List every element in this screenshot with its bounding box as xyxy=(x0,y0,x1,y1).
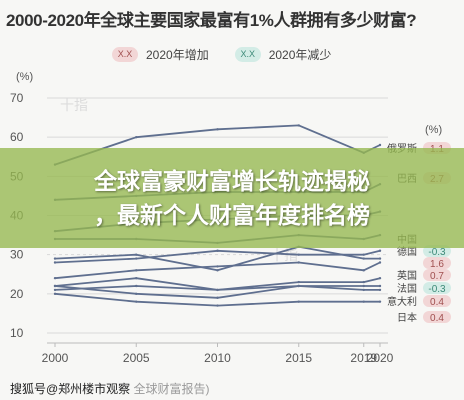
x-tick-label-2015: 2015 xyxy=(285,351,312,365)
series-line-4 xyxy=(54,249,381,264)
series-9-point-4 xyxy=(362,288,365,292)
change-badge-6 xyxy=(423,257,451,269)
series-5-point-4 xyxy=(362,257,365,260)
series-6-point-4 xyxy=(362,269,365,272)
series-4-point-1 xyxy=(135,257,138,260)
series-10-point-3 xyxy=(297,300,300,303)
change-value-9: 0.4 xyxy=(430,297,444,308)
x-tick-label-2019: 2019 xyxy=(350,351,377,365)
overlay-banner: 全球富豪财富增长轨迹揭秘 ，最新个人财富年度排名榜 xyxy=(0,148,464,248)
right-unit-label: (%) xyxy=(425,124,443,136)
series-5-point-5 xyxy=(378,257,382,260)
series-label-8: 法国 xyxy=(397,282,417,295)
watermark-1: 十指 xyxy=(270,247,298,263)
series-0-point-5 xyxy=(378,143,382,147)
legend-label-decrease: 2020年减少 xyxy=(268,48,332,62)
change-badge-7 xyxy=(423,269,451,281)
change-value-6: 1.6 xyxy=(430,259,444,270)
series-8-point-5 xyxy=(378,284,382,288)
banner-line-2: ，最新个人财富年度排名榜 xyxy=(94,202,370,228)
series-line-6 xyxy=(54,261,381,280)
series-8-point-2 xyxy=(216,288,219,292)
series-0-point-3 xyxy=(297,124,300,127)
y-tick-label-60: 60 xyxy=(10,130,24,144)
change-badge-5 xyxy=(423,245,451,257)
series-10-point-0 xyxy=(53,292,57,296)
series-7-point-4 xyxy=(362,280,365,284)
y-tick-label-10: 10 xyxy=(10,326,24,340)
series-5-point-1 xyxy=(135,253,138,256)
series-label-7: 英国 xyxy=(397,269,417,282)
series-6-point-0 xyxy=(53,276,57,280)
series-label-9: 意大利 xyxy=(387,295,417,308)
change-badge-8 xyxy=(423,282,451,294)
legend: X.X 2020年增加 X.X 2020年减少 xyxy=(112,46,331,63)
series-9-point-0 xyxy=(53,284,57,288)
series-10-point-2 xyxy=(216,304,219,307)
series-9-point-3 xyxy=(297,284,300,288)
series-8-point-0 xyxy=(53,288,57,292)
change-value-10: 0.4 xyxy=(430,313,444,324)
footer-ghost-text: 全球财富报告) xyxy=(133,382,210,396)
series-line-10 xyxy=(54,292,380,307)
y-tick-label-30: 30 xyxy=(10,248,24,262)
change-badge-10 xyxy=(423,311,451,323)
series-line-7 xyxy=(54,277,381,291)
series-10-point-1 xyxy=(135,300,138,303)
watermark-0: 十指 xyxy=(60,97,88,113)
series-8-point-1 xyxy=(135,284,138,288)
legend-label-increase: 2020年增加 xyxy=(146,48,209,62)
y-tick-label-70: 70 xyxy=(10,91,24,105)
series-9-point-2 xyxy=(216,296,219,299)
y-tick-label-20: 20 xyxy=(10,287,24,301)
series-6-point-1 xyxy=(135,269,138,272)
x-tick-label-2020: 2020 xyxy=(367,351,394,365)
series-10-point-5 xyxy=(378,300,382,303)
series-5-point-0 xyxy=(53,257,57,260)
series-9-point-5 xyxy=(378,288,382,292)
change-value-8: -0.3 xyxy=(428,284,446,295)
series-label-10: 日本 xyxy=(397,311,417,324)
legend-swatch-increase: X.X xyxy=(112,47,138,62)
change-value-7: 0.7 xyxy=(430,271,444,282)
series-4-point-5 xyxy=(378,249,382,252)
chart-title: 2000-2020年全球主要国家最富有1%人群拥有多少财富? xyxy=(6,11,417,30)
series-0-point-1 xyxy=(135,135,138,139)
footer-text: 搜狐号@郑州楼市观察 xyxy=(10,382,131,396)
series-0-point-2 xyxy=(216,128,219,131)
series-7-point-3 xyxy=(297,280,300,284)
series-7-point-5 xyxy=(378,276,382,280)
change-badge-9 xyxy=(423,295,451,307)
x-tick-label-2005: 2005 xyxy=(123,351,150,365)
series-line-8 xyxy=(54,285,380,291)
series-9-point-1 xyxy=(135,292,138,296)
series-6-point-2 xyxy=(216,265,219,268)
series-8-point-4 xyxy=(362,284,365,288)
series-4-point-4 xyxy=(362,253,365,256)
banner-line-1: 全球富豪财富增长轨迹揭秘 xyxy=(94,168,370,194)
legend-swatch-decrease: X.X xyxy=(234,47,261,62)
series-5-point-2 xyxy=(216,269,219,272)
change-value-5: -0.3 xyxy=(428,247,446,258)
series-7-point-1 xyxy=(135,276,138,280)
series-4-point-3 xyxy=(297,253,300,256)
legend-item-increase: X.X 2020年增加 xyxy=(112,46,209,63)
series-6-point-5 xyxy=(378,261,382,264)
series-4-point-0 xyxy=(53,261,57,264)
series-10-point-4 xyxy=(362,300,365,303)
series-4-point-2 xyxy=(216,249,219,252)
series-line-9 xyxy=(54,285,380,299)
x-tick-label-2000: 2000 xyxy=(42,351,69,365)
y-axis-unit: (%) xyxy=(16,71,33,83)
legend-item-decrease: X.X 2020年减少 xyxy=(234,46,332,63)
footer-source: 搜狐号@郑州楼市观察 全球财富报告) xyxy=(10,380,210,397)
series-line-5 xyxy=(54,245,380,272)
series-6-point-3 xyxy=(297,261,300,264)
x-tick-label-2010: 2010 xyxy=(204,351,231,365)
series-label-5: 德国 xyxy=(397,245,417,258)
